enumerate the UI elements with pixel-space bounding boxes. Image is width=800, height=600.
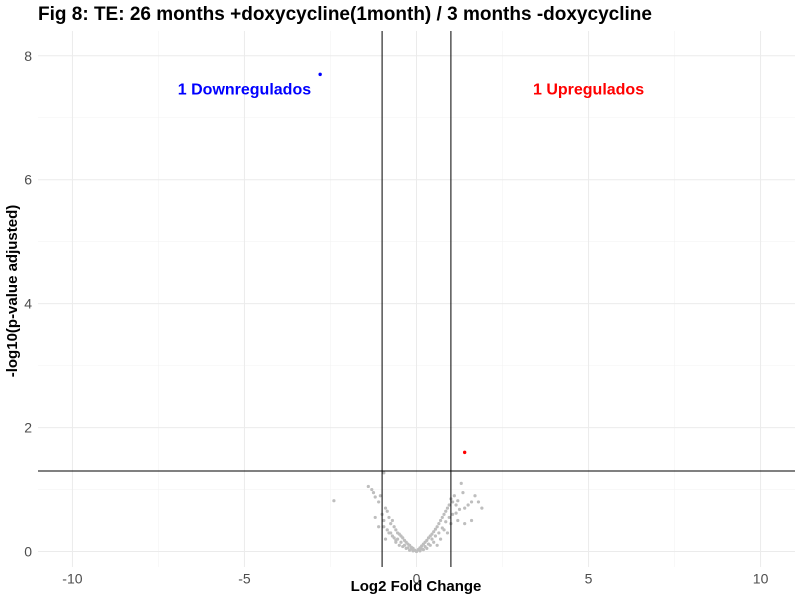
point-not-significant — [383, 537, 388, 541]
point-not-significant — [366, 484, 370, 489]
point-not-significant — [373, 515, 377, 520]
point-not-significant — [378, 494, 382, 498]
point-not-significant — [456, 499, 460, 503]
point-not-significant — [442, 512, 446, 516]
annotations: 1 Downregulados 1 Upregulados — [178, 81, 644, 98]
y-tick-label: 8 — [24, 48, 32, 64]
point-not-significant — [385, 528, 389, 532]
point-not-significant — [432, 530, 436, 534]
point-not-significant — [383, 506, 388, 510]
upregulated-label: 1 Upregulados — [533, 81, 644, 98]
point-not-significant — [461, 491, 465, 495]
point-not-significant — [459, 481, 463, 485]
x-tick-label: 5 — [585, 570, 593, 586]
y-tick-label: 2 — [24, 420, 32, 436]
point-not-significant — [425, 538, 429, 542]
point-not-significant — [406, 546, 410, 550]
point-not-significant — [392, 536, 396, 540]
point-not-significant — [389, 522, 393, 526]
point-not-significant — [389, 531, 393, 535]
point-not-significant — [394, 528, 398, 532]
point-not-significant — [469, 500, 474, 504]
point-not-significant — [430, 537, 434, 541]
point-not-significant — [445, 506, 450, 510]
threshold-lines — [38, 31, 795, 567]
point-not-significant — [420, 547, 424, 551]
point-not-significant — [463, 506, 467, 510]
point-not-significant — [438, 537, 443, 541]
tick-labels: -10 -5 0 5 10 0 2 4 6 8 — [24, 48, 768, 587]
point-not-significant — [435, 543, 439, 547]
point-up — [462, 450, 467, 455]
point-not-significant — [382, 525, 386, 529]
point-not-significant — [332, 499, 336, 503]
point-not-significant — [452, 494, 456, 498]
x-tick-label: -5 — [238, 570, 251, 586]
point-not-significant — [382, 518, 386, 523]
y-tick-label: 6 — [24, 172, 32, 188]
x-tick-label: 10 — [753, 570, 769, 586]
point-not-significant — [469, 518, 474, 523]
x-axis-title: Log2 Fold Change — [351, 578, 482, 595]
point-not-significant — [402, 543, 407, 547]
point-not-significant — [395, 537, 400, 541]
point-not-significant — [392, 525, 396, 529]
point-not-significant — [480, 506, 484, 510]
data-points — [318, 72, 484, 554]
point-not-significant — [454, 503, 458, 507]
point-not-significant — [440, 515, 444, 520]
chart-title: Fig 8: TE: 26 months +doxycycline(1month… — [38, 4, 652, 25]
point-not-significant — [447, 503, 451, 507]
point-not-significant — [456, 518, 460, 523]
point-not-significant — [444, 520, 448, 524]
point-not-significant — [387, 515, 391, 520]
point-not-significant — [451, 500, 455, 504]
point-not-significant — [373, 495, 377, 499]
y-axis-title: -log10(p-value adjusted) — [4, 205, 21, 378]
point-not-significant — [370, 487, 374, 492]
point-not-significant — [385, 509, 389, 513]
point-not-significant — [433, 527, 438, 531]
point-not-significant — [440, 526, 444, 530]
point-not-significant — [447, 515, 451, 520]
x-tick-label: -10 — [62, 570, 82, 586]
point-not-significant — [401, 536, 405, 540]
point-not-significant — [377, 500, 381, 504]
point-not-significant — [463, 522, 467, 526]
point-not-significant — [466, 503, 470, 507]
point-not-significant — [437, 522, 441, 526]
point-not-significant — [397, 543, 401, 547]
point-not-significant — [437, 531, 441, 535]
point-not-significant — [444, 509, 448, 513]
point-not-significant — [430, 532, 434, 536]
point-not-significant — [390, 518, 395, 523]
point-not-significant — [426, 542, 431, 546]
point-not-significant — [423, 544, 427, 549]
x-tick-label: 0 — [413, 570, 421, 586]
point-down — [318, 72, 322, 77]
point-not-significant — [409, 547, 413, 551]
point-not-significant — [433, 534, 438, 538]
point-not-significant — [451, 512, 455, 516]
point-not-significant — [457, 507, 462, 511]
point-not-significant — [371, 491, 376, 495]
point-not-significant — [435, 525, 439, 529]
point-not-significant — [476, 500, 481, 504]
point-not-significant — [399, 540, 403, 544]
point-not-significant — [445, 531, 450, 535]
grid-lines — [38, 31, 795, 567]
y-tick-label: 0 — [24, 544, 32, 560]
point-not-significant — [473, 494, 477, 498]
point-not-significant — [382, 471, 386, 475]
point-not-significant — [432, 540, 436, 544]
y-tick-label: 4 — [24, 296, 32, 312]
point-not-significant — [377, 525, 381, 529]
point-not-significant — [454, 511, 458, 515]
point-not-significant — [438, 518, 443, 523]
downregulated-label: 1 Downregulados — [178, 81, 311, 98]
